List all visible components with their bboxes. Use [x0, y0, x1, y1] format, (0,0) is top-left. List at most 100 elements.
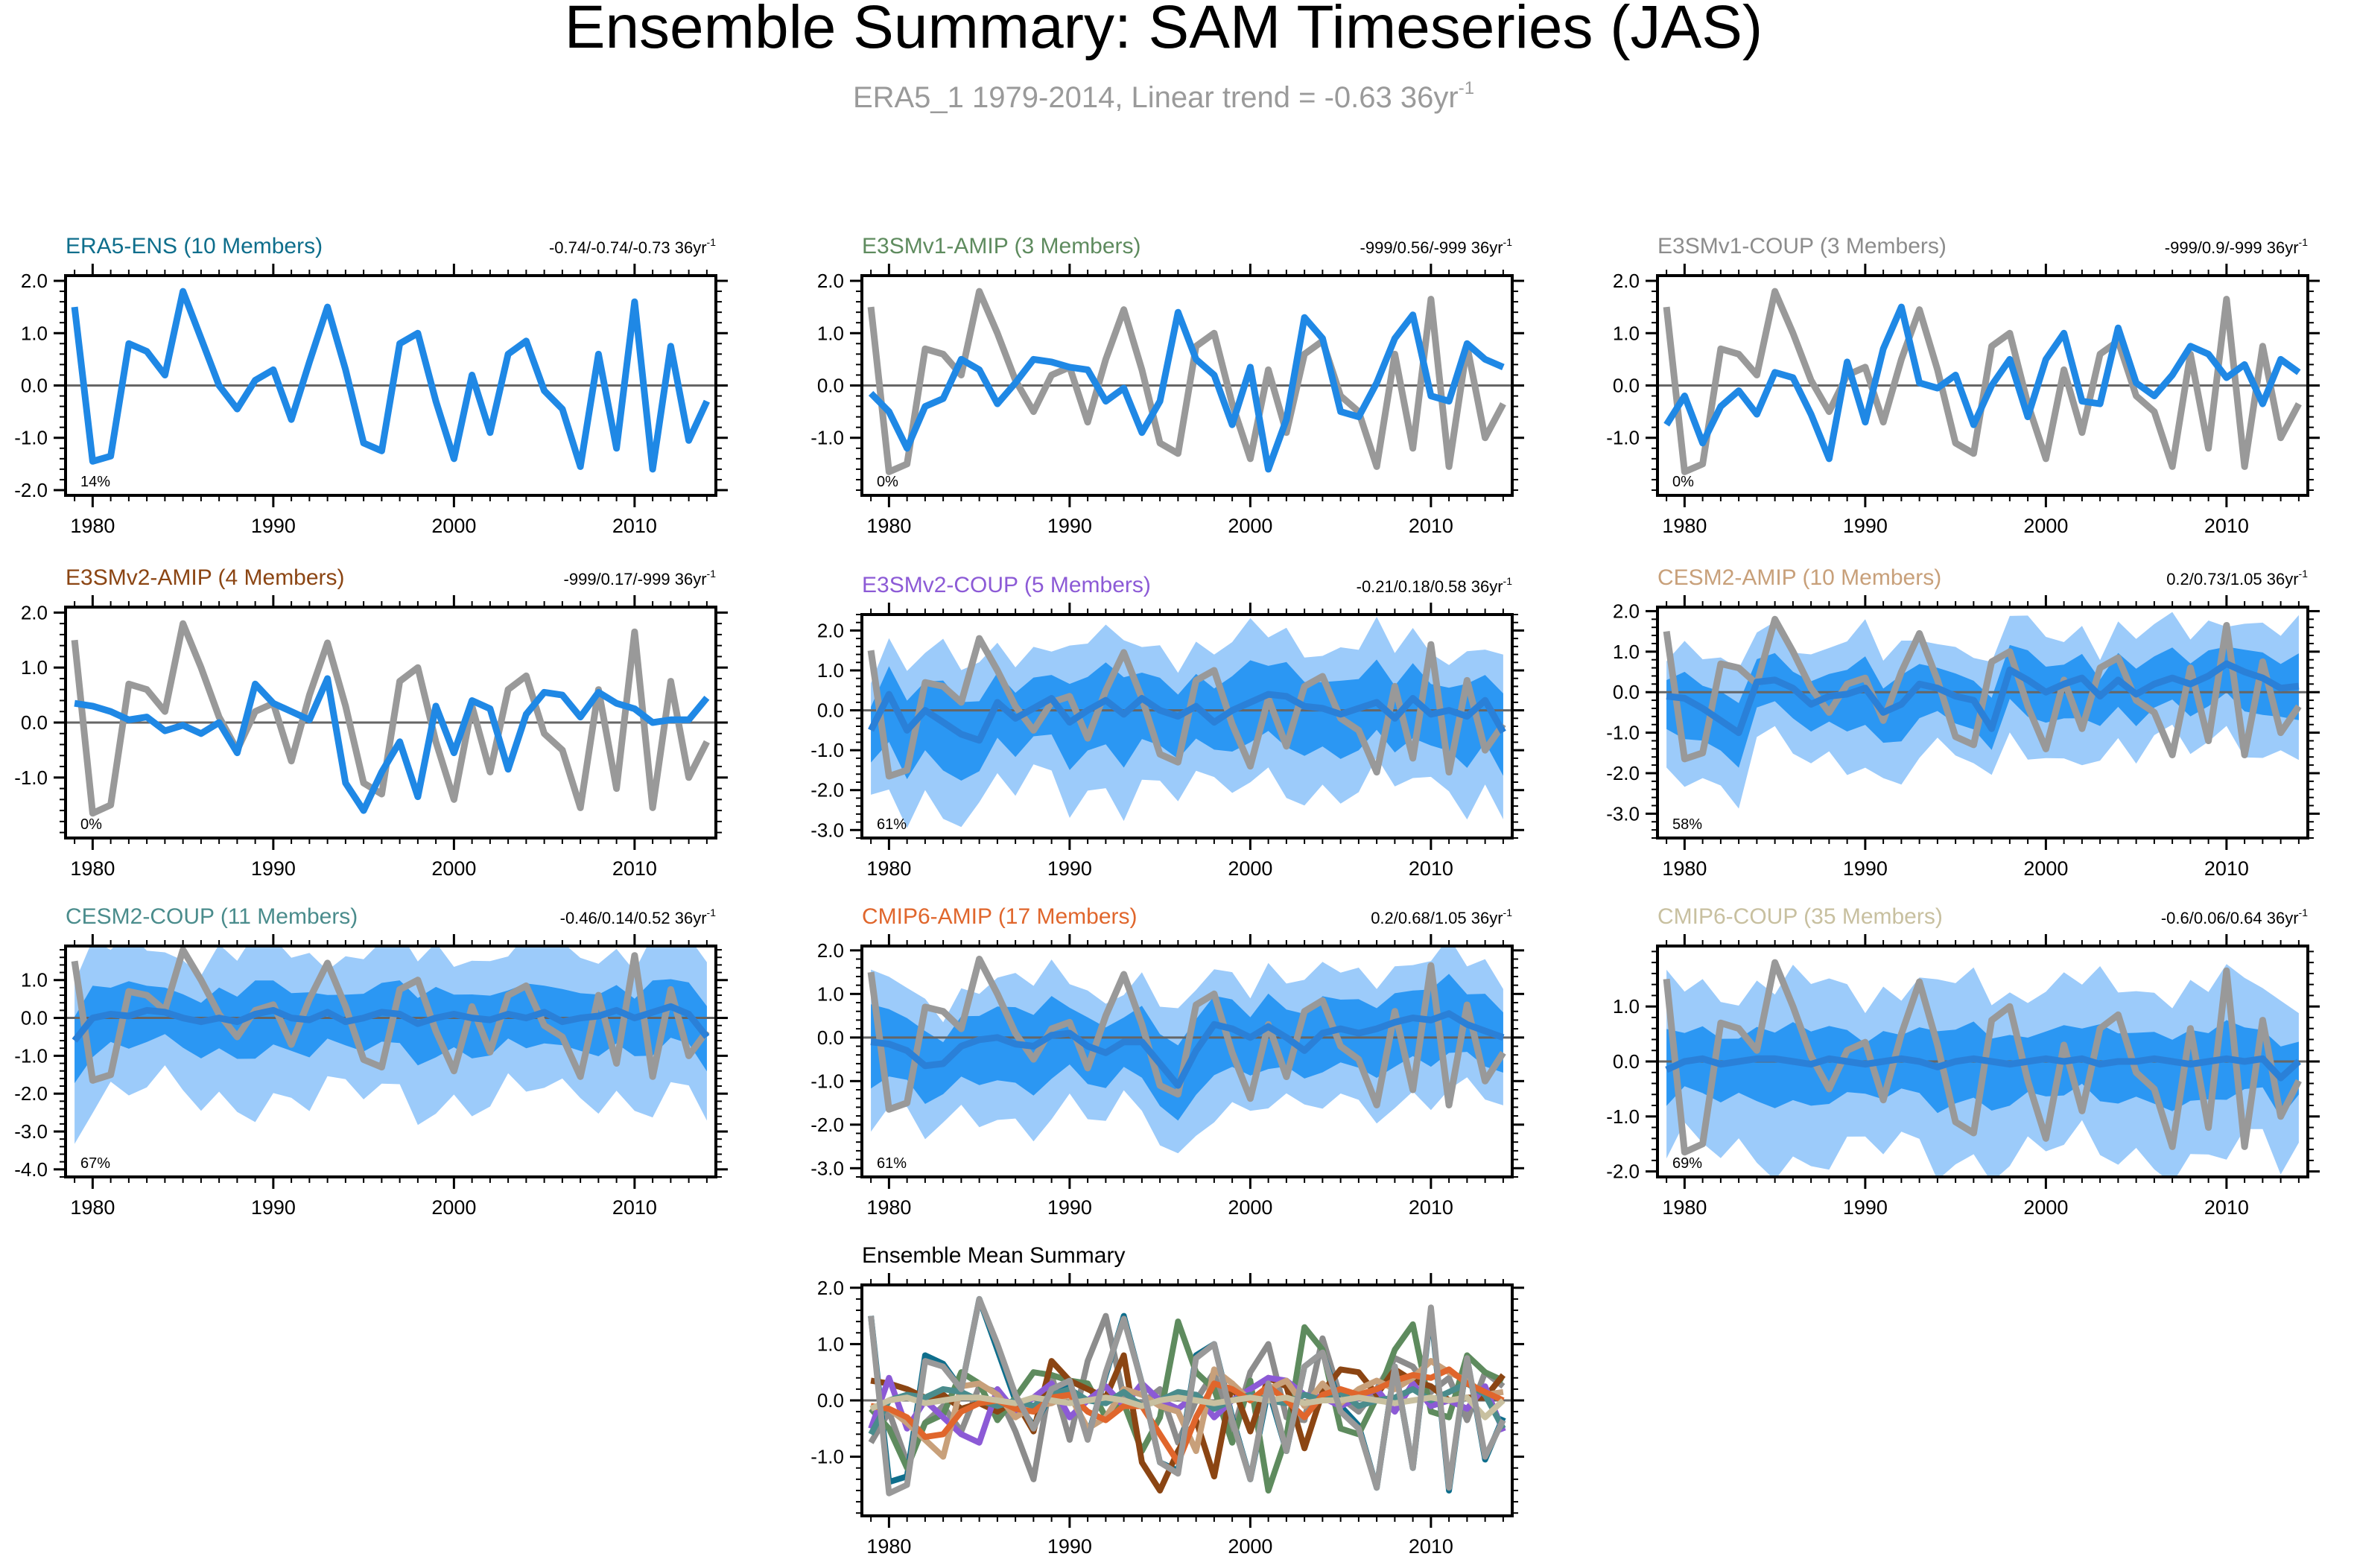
panel-8: -2.0 -1.0 0.0 1.0 1980 1990 2000 2010 CMIP6-COUP… [1606, 904, 2320, 1219]
panel-trend: -0.74/-0.74/-0.73 36yr-1 [549, 236, 716, 257]
y-tick-label: 0.0 [21, 711, 48, 734]
x-tick-label: 2010 [2204, 857, 2249, 880]
y-tick-label: -2.0 [1606, 762, 1640, 784]
x-tick-label: 2010 [1409, 515, 1453, 537]
ensemble-mean-line [868, 691, 1506, 744]
x-tick-label: 1980 [70, 515, 115, 537]
y-tick-label: 0.0 [1613, 375, 1640, 397]
panel-percent: 61% [877, 1155, 907, 1172]
panel-trend: -999/0.9/-999 36yr-1 [2165, 236, 2308, 257]
panel-plot-area [862, 288, 1512, 475]
panel-trend: 0.2/0.68/1.05 36yr-1 [1371, 907, 1512, 927]
y-tick-label: 1.0 [21, 322, 48, 344]
y-tick-label: 0.0 [817, 1389, 844, 1412]
x-tick-label: 1980 [1662, 857, 1707, 880]
panel-1: -1.0 0.0 1.0 2.0 1980 1990 2000 2010 E3SMv1-AMIP… [810, 234, 1524, 537]
y-tick-label: -1.0 [14, 427, 48, 449]
panel-2: -1.0 0.0 1.0 2.0 1980 1990 2000 2010 E3SMv1-COUP… [1606, 234, 2320, 537]
panels-group: -2.0 -1.0 0.0 1.0 2.0 1980 1990 2000 2010 ERA5-EN… [14, 234, 2320, 1558]
figure-subtitle-text: ERA5_1 1979-2014, Linear trend = -0.63 3… [853, 81, 1459, 114]
panel-trend-text: -0.21/0.18/0.58 36yr [1357, 577, 1503, 596]
x-tick-label: 2010 [1409, 1196, 1453, 1219]
x-tick-label: 1980 [1662, 515, 1707, 537]
y-tick-label: 1.0 [817, 983, 844, 1005]
panel-trend-sup: -1 [707, 568, 717, 580]
y-tick-label: -3.0 [810, 1157, 844, 1179]
y-tick-label: -1.0 [1606, 722, 1640, 744]
y-tick-label: -2.0 [14, 1082, 48, 1105]
panel-7: -3.0 -2.0 -1.0 0.0 1.0 2.0 1980 1990 2000 2010 CMI… [810, 904, 1524, 1219]
y-tick-label: -3.0 [14, 1120, 48, 1143]
x-tick-label: 1990 [1047, 1535, 1092, 1558]
x-tick-label: 2000 [431, 515, 476, 537]
obs-series-line [867, 288, 1506, 475]
ensemble-mean-line [1665, 1055, 2301, 1082]
y-tick-label: -2.0 [14, 479, 48, 501]
y-tick-label: 2.0 [1613, 270, 1640, 292]
panel-title: E3SMv1-AMIP (3 Members) [862, 234, 1141, 258]
x-tick-label: 2010 [1409, 857, 1453, 880]
panel-trend-sup: -1 [2299, 568, 2309, 580]
y-tick-label: 1.0 [1613, 995, 1640, 1018]
figure-subtitle: ERA5_1 1979-2014, Linear trend = -0.63 3… [853, 78, 1474, 114]
obs-series-line [1663, 288, 2302, 475]
figure-title: Ensemble Summary: SAM Timeseries (JAS) [565, 0, 1763, 61]
y-tick-label: 2.0 [817, 619, 844, 641]
panel-trend-sup: -1 [1503, 236, 1513, 248]
x-tick-label: 2000 [2023, 515, 2068, 537]
panel-plot-area [1657, 959, 2308, 1177]
y-tick-label: 1.0 [817, 1333, 844, 1355]
panel-percent: 58% [1672, 816, 1702, 833]
y-tick-label: -1.0 [1606, 1105, 1640, 1128]
y-tick-label: -2.0 [1606, 1161, 1640, 1183]
panel-trend-text: -999/0.17/-999 36yr [564, 570, 707, 588]
x-tick-label: 2010 [612, 857, 657, 880]
panel-percent: 67% [80, 1155, 110, 1172]
summary-panel: -1.0 0.0 1.0 2.0 1980 1990 2000 2010 Ensemble Me… [810, 1243, 1524, 1558]
x-tick-label: 1980 [70, 1196, 115, 1219]
y-tick-label: -1.0 [810, 739, 844, 761]
summary-plot-area [862, 1295, 1512, 1496]
y-tick-label: 0.0 [1613, 681, 1640, 703]
panel-plot-area [1657, 288, 2308, 475]
panel-percent: 0% [1672, 474, 1694, 490]
x-tick-label: 2010 [2204, 1196, 2249, 1219]
ensemble-mean-line [870, 1010, 1505, 1089]
summary-obs-line [868, 1295, 1506, 1496]
panel-trend: -999/0.56/-999 36yr-1 [1360, 236, 1513, 257]
x-tick-label: 2000 [431, 1196, 476, 1219]
x-tick-label: 2000 [2023, 857, 2068, 880]
x-tick-label: 2000 [1228, 515, 1272, 537]
x-tick-label: 1990 [251, 515, 296, 537]
panel-title: CESM2-AMIP (10 Members) [1657, 565, 1941, 590]
panel-trend: -999/0.17/-999 36yr-1 [564, 568, 717, 588]
x-tick-label: 1990 [1843, 515, 1888, 537]
x-tick-label: 2010 [1409, 1535, 1453, 1558]
y-tick-label: -3.0 [1606, 802, 1640, 825]
panel-title: E3SMv2-COUP (5 Members) [862, 573, 1151, 597]
y-tick-label: 2.0 [21, 270, 48, 292]
x-tick-label: 2000 [2023, 1196, 2068, 1219]
y-tick-label: 0.0 [817, 375, 844, 397]
panel-trend-text: -0.74/-0.74/-0.73 36yr [549, 238, 707, 257]
figure-subtitle-sup: -1 [1459, 78, 1474, 98]
y-tick-label: -1.0 [1606, 427, 1640, 449]
panel-0: -2.0 -1.0 0.0 1.0 2.0 1980 1990 2000 2010 ERA5-EN… [14, 234, 728, 537]
panel-plot-area [66, 946, 716, 1144]
panel-plot-area [66, 620, 716, 817]
panel-trend: -0.6/0.06/0.64 36yr-1 [2161, 907, 2308, 927]
y-tick-label: 2.0 [817, 1277, 844, 1299]
panel-trend: -0.21/0.18/0.58 36yr-1 [1357, 575, 1513, 596]
x-tick-label: 1980 [1662, 1196, 1707, 1219]
x-tick-label: 2000 [1228, 857, 1272, 880]
panel-trend-sup: -1 [2299, 236, 2309, 248]
y-tick-label: 0.0 [21, 375, 48, 397]
panel-trend-sup: -1 [1503, 907, 1513, 918]
panel-title: E3SMv2-AMIP (4 Members) [66, 565, 345, 590]
y-tick-label: 1.0 [817, 322, 844, 344]
summary-title: Ensemble Mean Summary [862, 1243, 1125, 1268]
y-tick-label: -1.0 [14, 766, 48, 789]
y-tick-label: -3.0 [810, 819, 844, 841]
obs-series-line [71, 946, 710, 1084]
